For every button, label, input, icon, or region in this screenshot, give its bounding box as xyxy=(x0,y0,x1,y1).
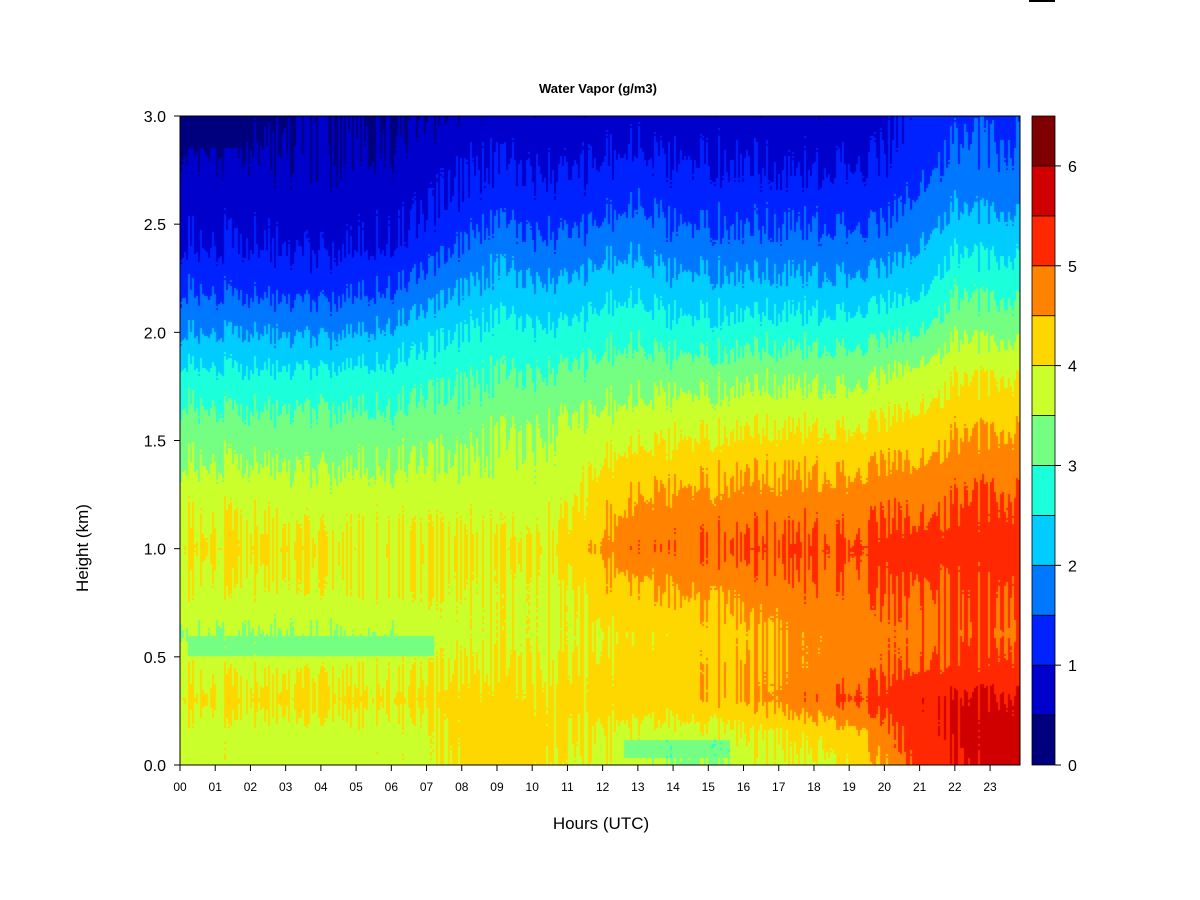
x-tick-label: 16 xyxy=(737,780,751,794)
colorbar-segment xyxy=(1031,614,1056,666)
colorbar-segment xyxy=(1031,215,1056,267)
colorbar-segment xyxy=(1031,315,1056,367)
colorbar-segment xyxy=(1031,514,1056,566)
x-tick-label: 20 xyxy=(878,780,892,794)
x-tick-label: 22 xyxy=(948,780,962,794)
x-axis: 00 01 02 03 04 05 06 07 08 09 10 11 12 13 14 15 16 17 18 19… xyxy=(173,765,997,794)
y-axis: 0.0 0.5 1.0 1.5 2.0 2.5 3.0 xyxy=(144,109,180,775)
colorbar-segment xyxy=(1031,265,1056,317)
x-tick-label: 13 xyxy=(631,780,645,794)
x-tick-label: 17 xyxy=(772,780,786,794)
x-tick-label: 05 xyxy=(349,780,363,794)
x-axis-label: Hours (UTC) xyxy=(553,814,649,833)
y-tick-label: 1.0 xyxy=(144,542,166,559)
x-tick-label: 03 xyxy=(279,780,293,794)
y-tick-label: 2.0 xyxy=(144,325,166,342)
colorbar-segment xyxy=(1031,465,1056,516)
colorbar-tick-label: 1 xyxy=(1068,658,1077,675)
colorbar-segment xyxy=(1031,115,1056,167)
colorbar-segment xyxy=(1031,165,1056,217)
y-tick-label: 0.5 xyxy=(144,650,166,667)
x-tick-label: 15 xyxy=(702,780,716,794)
heatmap-raster xyxy=(180,116,1020,765)
x-tick-label: 06 xyxy=(385,780,399,794)
x-tick-label: 11 xyxy=(561,780,574,794)
y-axis-label: Height (km) xyxy=(73,504,92,592)
x-tick-label: 01 xyxy=(209,780,223,794)
y-tick-label: 3.0 xyxy=(144,109,166,126)
plot-area xyxy=(179,115,1021,766)
x-tick-label: 02 xyxy=(244,780,258,794)
colorbar-segment xyxy=(1031,415,1056,466)
colorbar-segment xyxy=(1031,365,1056,416)
x-tick-label: 12 xyxy=(596,780,610,794)
colorbar-segment xyxy=(1031,564,1056,616)
x-tick-label: 04 xyxy=(314,780,328,794)
y-tick-label: 1.5 xyxy=(144,434,166,451)
colorbar-tick-label: 5 xyxy=(1068,259,1077,276)
colorbar-tick-label: 3 xyxy=(1068,458,1077,475)
colorbar-tick-label: 0 xyxy=(1068,758,1077,775)
x-tick-label: 00 xyxy=(173,780,187,794)
colorbar-tick-label: 4 xyxy=(1068,359,1077,376)
x-tick-label: 19 xyxy=(843,780,857,794)
y-tick-label: 2.5 xyxy=(144,217,166,234)
corner-mark xyxy=(1029,0,1055,2)
colorbar-segment xyxy=(1031,664,1056,716)
x-tick-label: 08 xyxy=(455,780,469,794)
x-tick-label: 14 xyxy=(666,780,680,794)
chart-title: Water Vapor (g/m3) xyxy=(539,81,657,96)
x-tick-label: 23 xyxy=(983,780,997,794)
colorbar-tick-label: 2 xyxy=(1068,558,1077,575)
x-tick-label: 18 xyxy=(807,780,821,794)
colorbar: 0 1 2 3 4 5 6 xyxy=(1031,115,1077,775)
x-tick-label: 07 xyxy=(420,780,434,794)
colorbar-segment xyxy=(1031,714,1056,766)
x-tick-label: 21 xyxy=(913,780,927,794)
x-tick-label: 09 xyxy=(490,780,504,794)
y-tick-label: 0.0 xyxy=(144,758,166,775)
x-tick-label: 10 xyxy=(526,780,540,794)
colorbar-tick-label: 6 xyxy=(1068,159,1077,176)
